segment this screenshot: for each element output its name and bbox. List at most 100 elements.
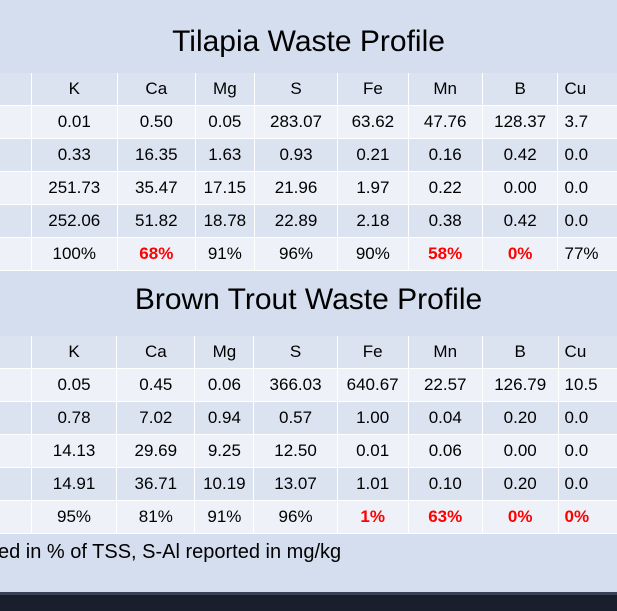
table-cell	[0, 237, 32, 271]
table-cell: 0.42	[482, 204, 559, 238]
table-cell: 0.20	[482, 467, 559, 501]
table-cell: 51.82	[117, 204, 196, 238]
header-cell	[0, 73, 32, 106]
table-cell: 7.02	[116, 401, 196, 435]
table-cell: 0.04	[408, 401, 483, 435]
table-cell-highlight: 63%	[408, 500, 483, 534]
table-cell: 21.96	[254, 171, 339, 205]
table-cell	[0, 171, 32, 205]
table-cell: 100%	[31, 237, 118, 271]
header-cell: K	[31, 336, 118, 369]
table-cell: 0.05	[195, 105, 255, 139]
table-cell: 0.00	[482, 171, 559, 205]
table-cell: 16.35	[117, 138, 196, 172]
table-cell: 640.67	[337, 368, 409, 402]
table-cell: 0.0	[557, 204, 617, 238]
table-row: 0.33 16.35 1.63 0.93 0.21 0.16 0.42 0.0	[0, 138, 617, 172]
header-cell: S	[254, 73, 339, 106]
table-cell: 0.01	[31, 105, 118, 139]
table-cell: 0.22	[408, 171, 483, 205]
header-cell: Mn	[408, 73, 483, 106]
table-cell-highlight: 0%	[558, 500, 617, 534]
table-cell: 2.18	[337, 204, 409, 238]
brown-trout-table: K Ca Mg S Fe Mn B Cu 0.05 0.45 0.06 366.…	[0, 336, 617, 534]
table-row: 0.78 7.02 0.94 0.57 1.00 0.04 0.20 0.0	[0, 401, 617, 435]
header-cell: B	[482, 336, 559, 369]
table-cell-highlight: 0%	[482, 237, 559, 271]
table-row: 0.01 0.50 0.05 283.07 63.62 47.76 128.37…	[0, 105, 617, 139]
table-cell: 0.16	[408, 138, 483, 172]
table-cell	[0, 401, 32, 435]
table-cell: 22.57	[408, 368, 483, 402]
table-cell	[0, 467, 32, 501]
table-cell: 126.79	[482, 368, 559, 402]
table-cell: 12.50	[253, 434, 338, 468]
header-cell: S	[253, 336, 338, 369]
table-cell: 91%	[195, 237, 255, 271]
table-cell-highlight: 0%	[482, 500, 559, 534]
table-row: 252.06 51.82 18.78 22.89 2.18 0.38 0.42 …	[0, 204, 617, 238]
table-cell: 0.0	[557, 171, 617, 205]
table-row: 14.91 36.71 10.19 13.07 1.01 0.10 0.20 0…	[0, 467, 617, 501]
table-cell: 128.37	[482, 105, 559, 139]
table-cell: 0.93	[254, 138, 339, 172]
table-cell: 0.33	[31, 138, 118, 172]
table-cell: 0.05	[31, 368, 118, 402]
table-cell: 96%	[254, 237, 339, 271]
table-cell: 283.07	[254, 105, 339, 139]
table-cell: 0.38	[408, 204, 483, 238]
tilapia-title: Tilapia Waste Profile	[172, 25, 445, 58]
header-cell: Mn	[408, 336, 483, 369]
table-cell: 63.62	[337, 105, 409, 139]
table-cell: 0.94	[194, 401, 255, 435]
table-cell: 0.20	[482, 401, 559, 435]
table-cell: 35.47	[117, 171, 196, 205]
table-cell: 9.25	[194, 434, 255, 468]
table-cell: 47.76	[408, 105, 483, 139]
header-cell: K	[31, 73, 118, 106]
table-cell: 366.03	[253, 368, 338, 402]
table-cell: 251.73	[31, 171, 118, 205]
table-cell: 0.78	[31, 401, 118, 435]
table-cell: 0.10	[408, 467, 483, 501]
table-cell: 14.91	[31, 467, 118, 501]
footnote: ed in % of TSS, S-Al reported in mg/kg	[0, 541, 342, 563]
table-row: 251.73 35.47 17.15 21.96 1.97 0.22 0.00 …	[0, 171, 617, 205]
table-header-row: K Ca Mg S Fe Mn B Cu	[0, 73, 617, 106]
table-cell: 91%	[194, 500, 255, 534]
table-cell: 0.45	[116, 368, 196, 402]
table-cell: 10.5	[558, 368, 617, 402]
table-cell: 0.06	[408, 434, 483, 468]
table-cell: 0.0	[558, 401, 617, 435]
header-cell: Ca	[116, 336, 196, 369]
header-cell: Ca	[117, 73, 196, 106]
brown-trout-title: Brown Trout Waste Profile	[134, 283, 483, 316]
table-cell-highlight: 58%	[408, 237, 483, 271]
table-cell	[0, 434, 32, 468]
bottom-bar	[0, 592, 617, 611]
table-cell: 3.7	[557, 105, 617, 139]
table-cell: 18.78	[195, 204, 255, 238]
table-row-percent: 100% 68% 91% 96% 90% 58% 0% 77%	[0, 237, 617, 271]
header-cell: Cu	[558, 336, 617, 369]
table-cell: 0.0	[558, 434, 617, 468]
table-cell-highlight: 68%	[117, 237, 196, 271]
table-cell: 1.97	[337, 171, 409, 205]
tilapia-table: K Ca Mg S Fe Mn B Cu 0.01 0.50 0.05 283.…	[0, 73, 617, 271]
table-cell: 13.07	[253, 467, 338, 501]
table-cell: 0.57	[253, 401, 338, 435]
table-cell: 77%	[557, 237, 617, 271]
table-cell: 0.0	[558, 467, 617, 501]
table-row: 0.05 0.45 0.06 366.03 640.67 22.57 126.7…	[0, 368, 617, 402]
table-cell: 29.69	[116, 434, 196, 468]
table-cell: 0.01	[337, 434, 409, 468]
table-cell	[0, 500, 32, 534]
table-header-row: K Ca Mg S Fe Mn B Cu	[0, 336, 617, 369]
table-cell: 96%	[253, 500, 338, 534]
table-cell: 81%	[116, 500, 196, 534]
table-cell: 10.19	[194, 467, 255, 501]
table-cell: 36.71	[116, 467, 196, 501]
table-cell: 0.42	[482, 138, 559, 172]
header-cell: Cu	[557, 73, 617, 106]
table-cell	[0, 204, 32, 238]
